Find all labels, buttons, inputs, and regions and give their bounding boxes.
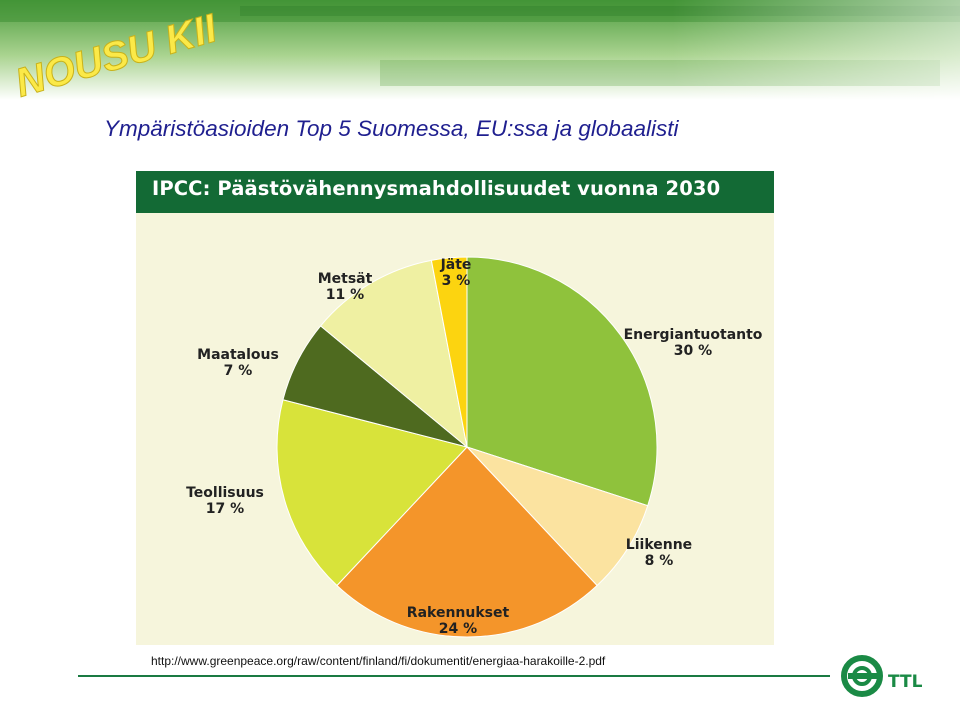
source-link[interactable]: http://www.greenpeace.org/raw/content/fi… bbox=[151, 654, 606, 668]
pie-slice-rakennukset bbox=[336, 446, 598, 638]
banner-logo-text: NOUSU KIIDOSSA bbox=[11, 2, 216, 106]
pie-slice-teollisuus bbox=[276, 399, 468, 587]
ttl-logo: TTL bbox=[841, 655, 923, 697]
chart-panel: IPCC: Päästövähennysmahdollisuudet vuonn… bbox=[136, 171, 774, 645]
slice-label-value: 8 % bbox=[645, 553, 674, 569]
ttl-logo-text: TTL bbox=[888, 672, 923, 692]
pie-slice-mets-t bbox=[319, 259, 468, 449]
header-banner bbox=[0, 0, 960, 100]
slice-label-value: 17 % bbox=[206, 501, 244, 517]
slide-title: Ympäristöasioiden Top 5 Suomessa, EU:ssa… bbox=[104, 116, 679, 141]
slice-label-category: Rakennukset bbox=[407, 605, 510, 621]
chart-title: IPCC: Päästövähennysmahdollisuudet vuonn… bbox=[152, 177, 721, 200]
pie-slice-liikenne bbox=[466, 446, 649, 587]
slice-label-category: Jäte bbox=[440, 257, 472, 273]
slice-label-value: 3 % bbox=[442, 273, 471, 289]
slice-label-category: Metsät bbox=[318, 271, 373, 287]
slice-label-category: Liikenne bbox=[626, 537, 692, 553]
banner-logo: NOUSU KIIDOSSA bbox=[10, 2, 216, 106]
pie-slice-j-te bbox=[430, 256, 468, 448]
slice-label-category: Teollisuus bbox=[186, 485, 264, 501]
slice-label-value: 30 % bbox=[674, 343, 712, 359]
slice-label-value: 24 % bbox=[439, 621, 477, 637]
footer-divider bbox=[78, 675, 830, 677]
slice-label-category: Energiantuotanto bbox=[624, 327, 763, 343]
ttl-logo-icon bbox=[841, 655, 883, 697]
chart-header: IPCC: Päästövähennysmahdollisuudet vuonn… bbox=[136, 171, 774, 213]
slice-label-value: 7 % bbox=[224, 363, 253, 379]
slice-label-category: Maatalous bbox=[197, 347, 279, 363]
pie-slice-energiantuotanto bbox=[466, 256, 658, 507]
slice-label-value: 11 % bbox=[326, 287, 364, 303]
